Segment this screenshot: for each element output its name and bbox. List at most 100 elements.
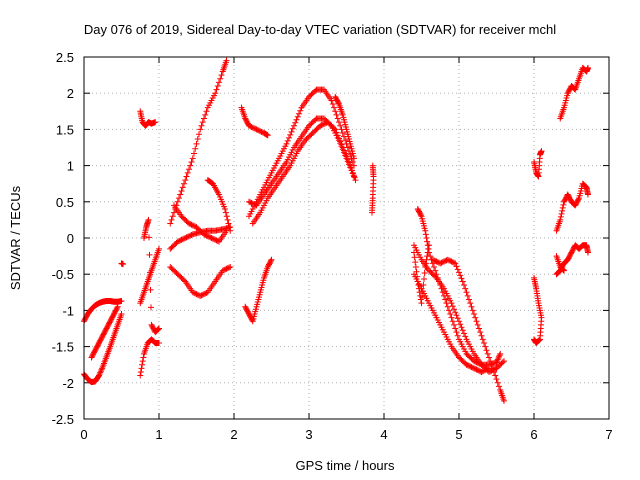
data-point [214,82,221,89]
series-arc-d6 [332,93,357,162]
data-point [176,195,182,202]
data-point [202,111,209,118]
data-point [413,268,420,275]
data-point [147,269,153,276]
series-arc-a2 [81,311,125,386]
data-point [334,132,341,139]
data-point [491,368,497,375]
data-point [462,285,469,292]
series-arc-g2 [531,274,545,346]
y-tick-labels: -2.5 -2 -1.5 -1 -0.5 0 0.5 1 1.5 2 2.5 [52,50,74,427]
data-point [369,209,375,216]
data-point [294,113,301,120]
data-point [575,196,582,203]
data-point [178,187,185,194]
data-point [194,136,201,143]
data-point [496,383,502,390]
data-point [284,137,291,144]
data-point [477,329,484,336]
data-point [422,263,429,270]
data-point [156,245,162,252]
data-point [97,369,104,376]
data-point [424,249,431,256]
data-point [425,245,432,252]
data-point [418,300,425,307]
data-point [137,368,144,375]
data-point [223,57,230,64]
data-point [332,108,339,115]
series-arc-f4 [429,256,507,404]
data-point [492,372,499,379]
data-point [496,353,502,360]
data-point [419,294,426,301]
data-point [167,220,174,227]
data-point [292,119,299,126]
data-point [198,122,205,129]
data-point [456,269,462,276]
data-point [186,166,192,173]
data-point [419,288,426,295]
data-point [414,278,421,285]
data-point [216,79,222,86]
data-point [444,303,451,310]
data-point [222,206,228,213]
data-point [188,158,195,165]
data-point [411,249,417,256]
data-point [213,86,220,93]
data-point [346,159,352,166]
data-point [187,162,194,169]
data-point [458,275,465,282]
x-tick-labels: 0 1 2 3 4 5 6 7 [80,427,612,442]
x-tick-label: 6 [530,427,537,442]
data-point [344,156,351,163]
data-point [264,132,271,139]
series-arc-d5 [249,119,359,227]
data-point [179,184,186,191]
data-point [538,148,545,155]
data-point [557,213,564,220]
data-point [218,72,225,79]
data-point [461,330,467,337]
data-point [421,269,428,276]
data-point [217,75,224,82]
data-point [339,130,346,137]
chart-title: Day 076 of 2019, Sidereal Day-to-day VTE… [84,22,556,37]
data-point [454,266,461,273]
y-tick-label: -2.5 [52,412,74,427]
data-point [452,325,459,332]
x-tick-label: 7 [605,427,612,442]
data-point [472,314,479,321]
data-point [422,227,429,234]
data-point [452,309,459,316]
data-point [118,311,125,318]
x-tick-label: 3 [305,427,312,442]
data-point [118,297,125,304]
data-point [497,350,504,357]
series-arc-b3 [137,336,162,379]
data-point [146,251,153,258]
series-arc-g6 [553,253,567,274]
data-point [494,356,501,363]
series-arc-b1 [137,108,159,129]
series-arc-f2 [411,242,507,375]
data-point [114,303,121,310]
data-point [96,371,103,378]
data-point [249,317,256,324]
data-point [493,359,500,366]
y-tick-label: 0.5 [56,195,74,210]
data-point [412,259,419,266]
data-point [156,325,162,332]
data-point [183,173,190,180]
data-point [293,116,300,123]
data-point [227,263,234,270]
data-point [337,138,344,145]
data-point [454,332,461,339]
data-point [411,254,418,261]
data-point [139,358,146,365]
data-point [487,358,494,365]
data-point [559,207,566,214]
data-point [484,350,491,357]
data-point [499,359,506,366]
data-point [414,273,421,280]
y-tick-label: 2 [67,86,74,101]
